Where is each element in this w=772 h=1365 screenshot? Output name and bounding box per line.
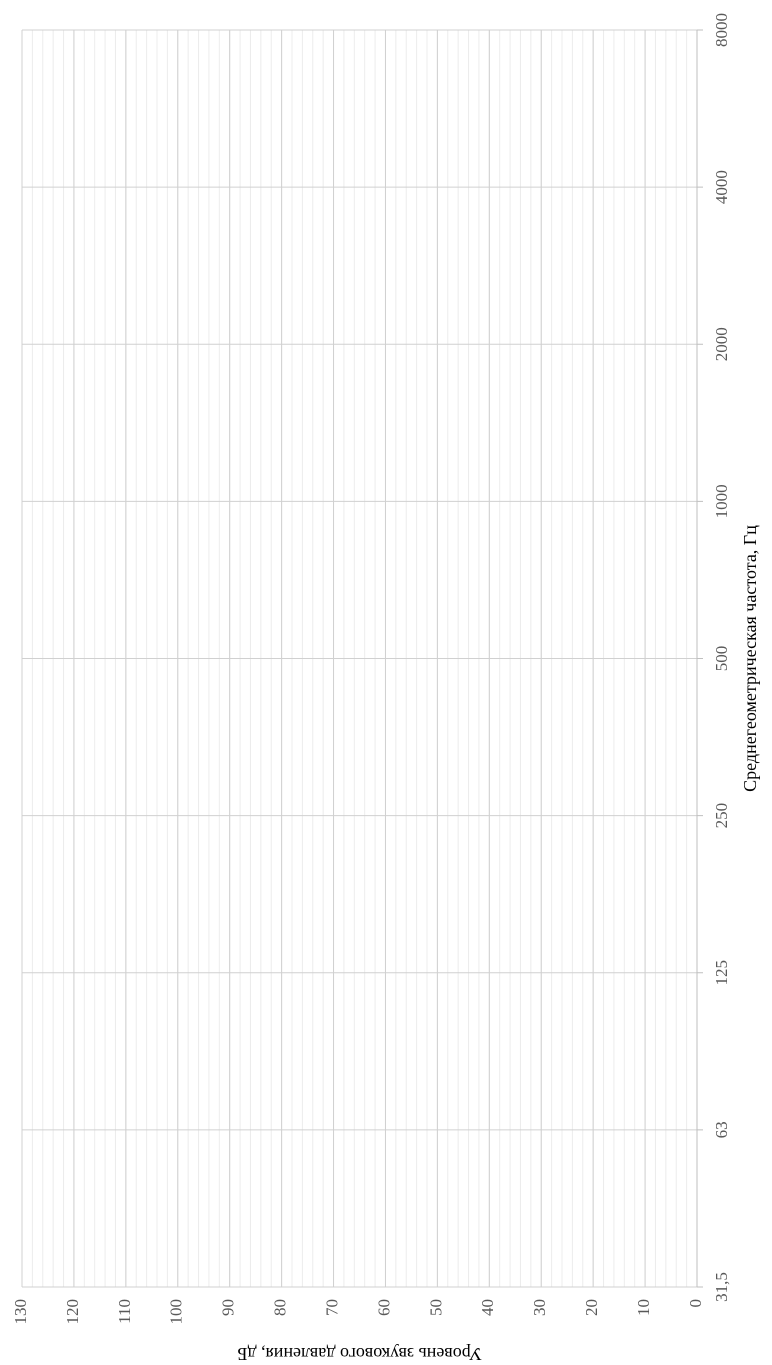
x-tick-label: 31,5 bbox=[712, 1272, 731, 1302]
x-tick-label: 1000 bbox=[712, 484, 731, 518]
y-tick-label: 80 bbox=[271, 1299, 290, 1316]
y-tick-label: 40 bbox=[478, 1299, 497, 1316]
y-tick-label: 20 bbox=[582, 1299, 601, 1316]
y-tick-label: 70 bbox=[322, 1299, 341, 1316]
y-tick-label: 50 bbox=[426, 1299, 445, 1316]
rotated-chart: 0 10 20 30 40 50 60 70 80 90 100 110 120 130 31,5 63 125… bbox=[11, 13, 760, 1364]
y-tick-label: 110 bbox=[115, 1299, 134, 1324]
x-tick-label: 2000 bbox=[712, 327, 731, 361]
y-tick-label: 120 bbox=[63, 1299, 82, 1325]
x-tick-label: 500 bbox=[712, 646, 731, 672]
y-tick-label: 130 bbox=[11, 1299, 30, 1325]
x-tick-label: 4000 bbox=[712, 170, 731, 204]
x-tick-label: 8000 bbox=[712, 13, 731, 47]
y-tick-label: 100 bbox=[167, 1299, 186, 1325]
x-tick-label: 125 bbox=[712, 960, 731, 986]
y-tick-label: 90 bbox=[219, 1299, 238, 1316]
x-tick-label: 63 bbox=[712, 1121, 731, 1138]
y-tick-label: 0 bbox=[686, 1299, 705, 1308]
y-tick-label: 10 bbox=[634, 1299, 653, 1316]
y-tick-label: 60 bbox=[374, 1299, 393, 1316]
y-axis-title: Уровень звукового давления, дБ bbox=[237, 1344, 482, 1364]
y-tick-label: 30 bbox=[530, 1299, 549, 1316]
x-axis-title: Среднегеометрическая частота, Гц bbox=[740, 525, 760, 792]
x-tick-label: 250 bbox=[712, 803, 731, 829]
